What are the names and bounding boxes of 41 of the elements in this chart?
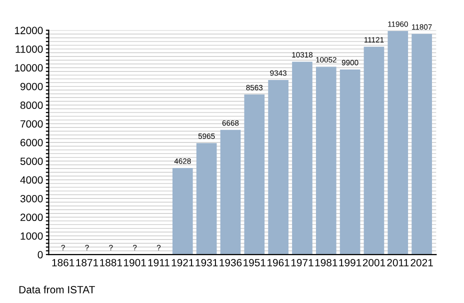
x-tick-label: 1911 [148,258,170,266]
x-tick-label: 1951 [244,258,266,266]
x-tick-label: 1981 [315,258,338,266]
x-tick-label: 1861 [52,258,74,266]
bar [364,46,384,255]
bar [172,168,193,255]
y-tick-label: 10000 [14,64,43,72]
x-tick-label: 1921 [172,258,194,266]
x-tick-label: 2001 [362,258,386,266]
x-tick-label: 1991 [339,258,362,266]
x-tick-label: 2011 [387,258,409,266]
y-tick-label: 11000 [16,45,43,53]
x-tick-label: 1936 [220,258,242,266]
bar [196,143,217,255]
y-tick-label: 0 [38,251,43,258]
x-tick-label: 1961 [268,258,290,266]
x-tick-label: 1901 [124,258,146,266]
x-tick-label: 1971 [291,258,314,266]
y-tick-label: 3000 [20,194,43,202]
bar [244,94,265,255]
x-tick-label: 1881 [100,258,122,266]
bar [388,31,408,255]
x-tick-label: 1931 [196,258,218,266]
y-tick-label: 4000 [20,176,43,184]
x-tick-label: 2021 [410,258,433,266]
y-tick-label: 1000 [20,232,43,240]
bar [292,62,312,255]
y-tick-label: 8000 [20,102,43,109]
x-tick-label: 1871 [76,258,98,266]
text: Data from ISTAT [19,286,95,294]
bar [340,70,360,255]
y-tick-label: 7000 [20,120,43,128]
bar [412,34,432,255]
bar [220,130,241,255]
y-tick-label: 9000 [20,82,43,90]
y-tick-label: 6000 [20,138,43,146]
y-tick-label: 2000 [20,214,43,222]
bar [316,66,336,255]
y-tick-label: 5000 [20,158,43,165]
bar [268,80,288,255]
y-tick-label: 12000 [14,26,43,34]
